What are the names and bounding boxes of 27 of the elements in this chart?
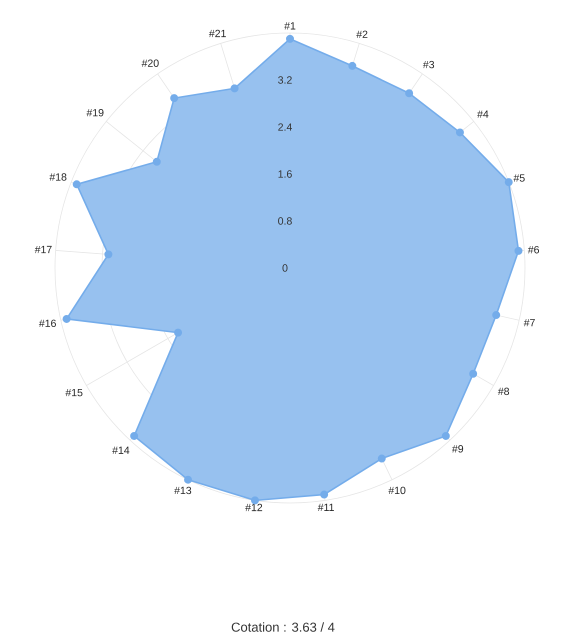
spoke-label: #16 — [38, 320, 56, 328]
y-tick-label: 1.6 — [278, 170, 292, 178]
spoke-label: #3 — [422, 60, 434, 68]
y-tick-label: 3.2 — [278, 76, 292, 84]
spoke-label: #4 — [477, 110, 488, 118]
spoke-label: #18 — [49, 173, 66, 181]
spoke-label: #13 — [174, 486, 192, 494]
spoke-label: #8 — [498, 388, 510, 396]
spoke-label: #19 — [86, 108, 104, 116]
y-tick-label: 2.4 — [278, 123, 292, 131]
spoke-label: #7 — [524, 319, 535, 326]
y-tick-label: 0.8 — [278, 217, 292, 225]
spoke-label: #1 — [284, 22, 296, 30]
spoke-label: #9 — [452, 445, 464, 453]
spoke-label: #15 — [65, 388, 82, 396]
spoke-label: #17 — [34, 246, 52, 254]
spoke-label: #6 — [528, 246, 540, 254]
spoke-label: #20 — [142, 59, 159, 67]
spoke-label: #2 — [356, 30, 368, 38]
text: Cotation : 3.63 / 4 — [232, 622, 335, 632]
spoke-label: #11 — [318, 504, 334, 511]
spoke-label: #12 — [245, 504, 262, 512]
y-tick-label: 0 — [282, 264, 288, 272]
spoke-label: #21 — [208, 30, 226, 38]
spoke-label: #14 — [112, 446, 130, 454]
spoke-label: #10 — [388, 486, 406, 494]
spoke-label: #5 — [514, 174, 525, 182]
